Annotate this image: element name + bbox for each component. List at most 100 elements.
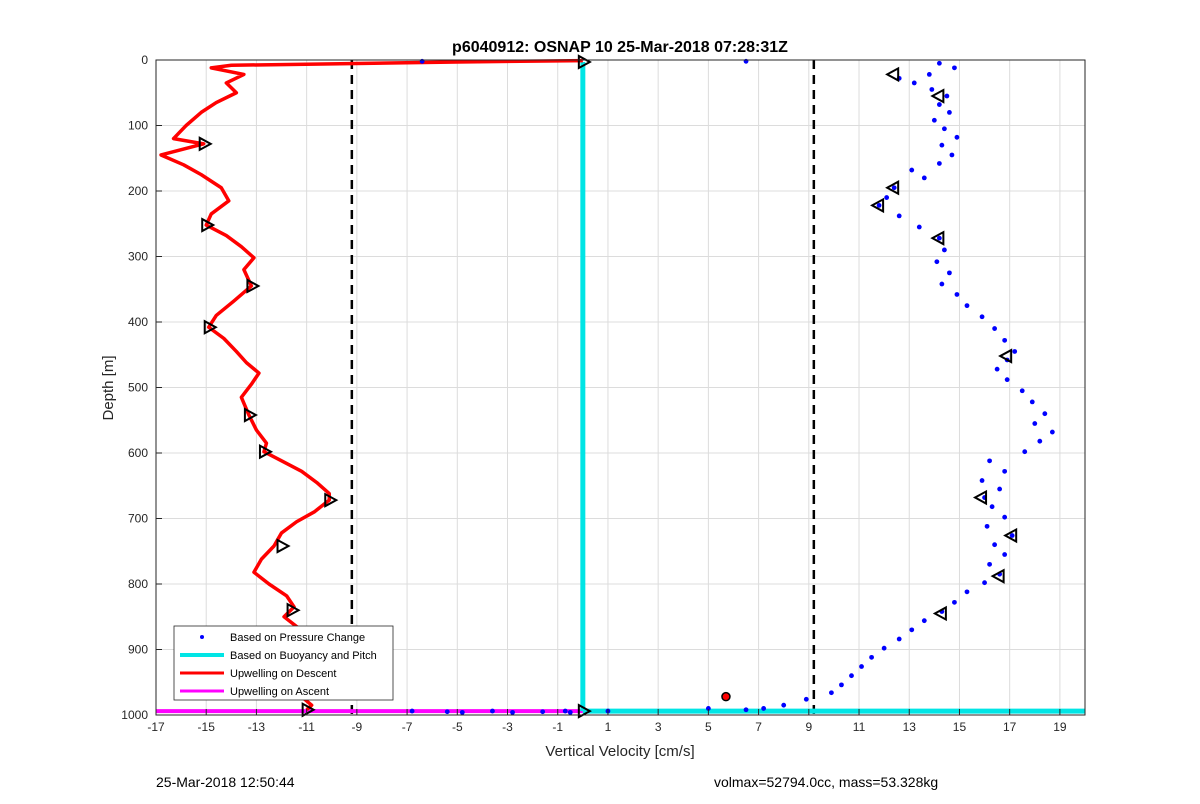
- pressure-point-ascent: [444, 709, 450, 715]
- chart-title: p6040912: OSNAP 10 25-Mar-2018 07:28:31Z: [452, 39, 788, 56]
- descent-marker: [324, 492, 339, 508]
- pressure-point: [1002, 468, 1008, 474]
- legend-swatches: [180, 635, 224, 693]
- markers: [198, 54, 1018, 719]
- x-tick-label: 19: [1053, 720, 1067, 734]
- legend-entry-pressure: Based on Pressure Change: [230, 632, 365, 644]
- pressure-point: [934, 259, 940, 265]
- pressure-point: [911, 80, 917, 86]
- pressure-point: [859, 664, 864, 669]
- pressure-point: [926, 72, 932, 77]
- descent-marker: [203, 319, 218, 335]
- pressure-point-ascent: [409, 708, 415, 714]
- descent-marker: [276, 538, 291, 554]
- threshold-lines: [350, 60, 816, 715]
- ascent-marker: [990, 568, 1005, 584]
- legend: Based on Pressure Change Based on Buoyan…: [173, 625, 394, 701]
- pressure-point: [964, 589, 970, 595]
- pressure-point-ascent: [510, 709, 515, 715]
- y-tick-label: 1000: [121, 708, 148, 722]
- pressure-point: [761, 706, 767, 711]
- pressure-point: [931, 117, 937, 123]
- pressure-point: [1019, 388, 1025, 394]
- x-tick-label: -13: [248, 720, 266, 734]
- y-axis-label: Depth [m]: [100, 355, 117, 420]
- descent-marker: [201, 217, 216, 233]
- x-tick-label: 13: [903, 720, 917, 734]
- x-tick-label: -15: [198, 720, 216, 734]
- pressure-point: [921, 175, 927, 181]
- pressure-point: [941, 126, 947, 132]
- descent-marker: [577, 703, 592, 719]
- pressure-point: [994, 366, 1000, 372]
- pressure-point: [949, 152, 955, 158]
- ascent-marker: [972, 489, 988, 506]
- descent-marker: [286, 602, 301, 618]
- x-axis-label: Vertical Velocity [cm/s]: [545, 743, 694, 760]
- pressure-point: [936, 60, 942, 66]
- pressure-point: [997, 486, 1003, 492]
- pressure-point-ascent: [562, 708, 568, 714]
- descent-marker: [198, 136, 213, 152]
- legend-entry-upwelling-ascent: Upwelling on Ascent: [230, 686, 329, 698]
- pressure-point: [944, 93, 950, 99]
- pressure-point: [567, 709, 573, 715]
- x-tick-label: -11: [298, 720, 315, 734]
- y-tick-label: 600: [128, 446, 148, 460]
- pressure-point-ascent: [490, 708, 495, 714]
- y-tick-label: 700: [128, 512, 148, 526]
- pressure-point: [954, 134, 960, 140]
- y-tick-label: 500: [128, 381, 148, 395]
- pressure-point: [929, 87, 935, 92]
- y-tick-label: 800: [128, 577, 148, 591]
- pressure-point: [936, 102, 942, 107]
- pressure-point: [936, 161, 942, 166]
- footer-volmax-mass: volmax=52794.0cc, mass=53.328kg: [714, 774, 939, 790]
- ascent-marker: [1003, 527, 1018, 544]
- pressure-point: [936, 235, 942, 241]
- pressure-point: [979, 314, 985, 320]
- ascent-marker: [885, 180, 900, 196]
- pressure-point: [1012, 349, 1018, 354]
- pressure-point: [884, 195, 890, 200]
- pressure-point: [869, 654, 874, 660]
- pressure-point: [1037, 438, 1043, 444]
- x-tick-label: 1: [605, 720, 612, 734]
- legend-swatch-pressure: [200, 635, 204, 639]
- x-tick-label: 11: [853, 720, 866, 734]
- x-tick-label: 3: [655, 720, 662, 734]
- pressure-point: [829, 690, 834, 696]
- pressure-point: [909, 167, 915, 173]
- pressure-point: [979, 478, 985, 483]
- x-axis: -17 -15 -13 -11 -9 -7 -5 -3 -1 1 3 5 7 9 11 13 15 17 19: [147, 709, 1067, 734]
- descent-marker: [301, 702, 316, 718]
- descent-marker: [577, 54, 592, 70]
- y-axis: 0 100 200 300 400 500 600 700 800 900 1000: [121, 53, 162, 722]
- pressure-point: [896, 213, 902, 219]
- x-tick-label: -1: [552, 720, 563, 734]
- x-tick-label: 5: [705, 720, 712, 734]
- legend-entry-buoyancy: Based on Buoyancy and Pitch: [230, 650, 377, 662]
- x-tick-label: 9: [805, 720, 812, 734]
- series-dots: [409, 58, 1055, 715]
- pressure-point: [941, 247, 947, 253]
- y-tick-label: 300: [128, 250, 148, 264]
- pressure-point: [984, 523, 990, 529]
- x-tick-label: 17: [1003, 720, 1017, 734]
- pressure-point: [1002, 552, 1008, 557]
- descent-marker: [243, 407, 258, 423]
- pressure-point: [921, 618, 927, 624]
- pressure-point: [881, 645, 887, 651]
- pressure-point: [839, 682, 844, 688]
- x-tick-label: -9: [352, 720, 363, 734]
- pressure-point: [992, 326, 998, 331]
- pressure-point: [916, 224, 922, 230]
- pressure-point-ascent: [459, 709, 465, 715]
- pressure-point: [1009, 533, 1015, 538]
- pressure-point: [1022, 449, 1028, 455]
- pressure-point: [909, 627, 915, 633]
- pressure-point-ascent: [540, 709, 546, 715]
- ascent-marker: [870, 197, 885, 214]
- y-tick-label: 900: [128, 643, 148, 657]
